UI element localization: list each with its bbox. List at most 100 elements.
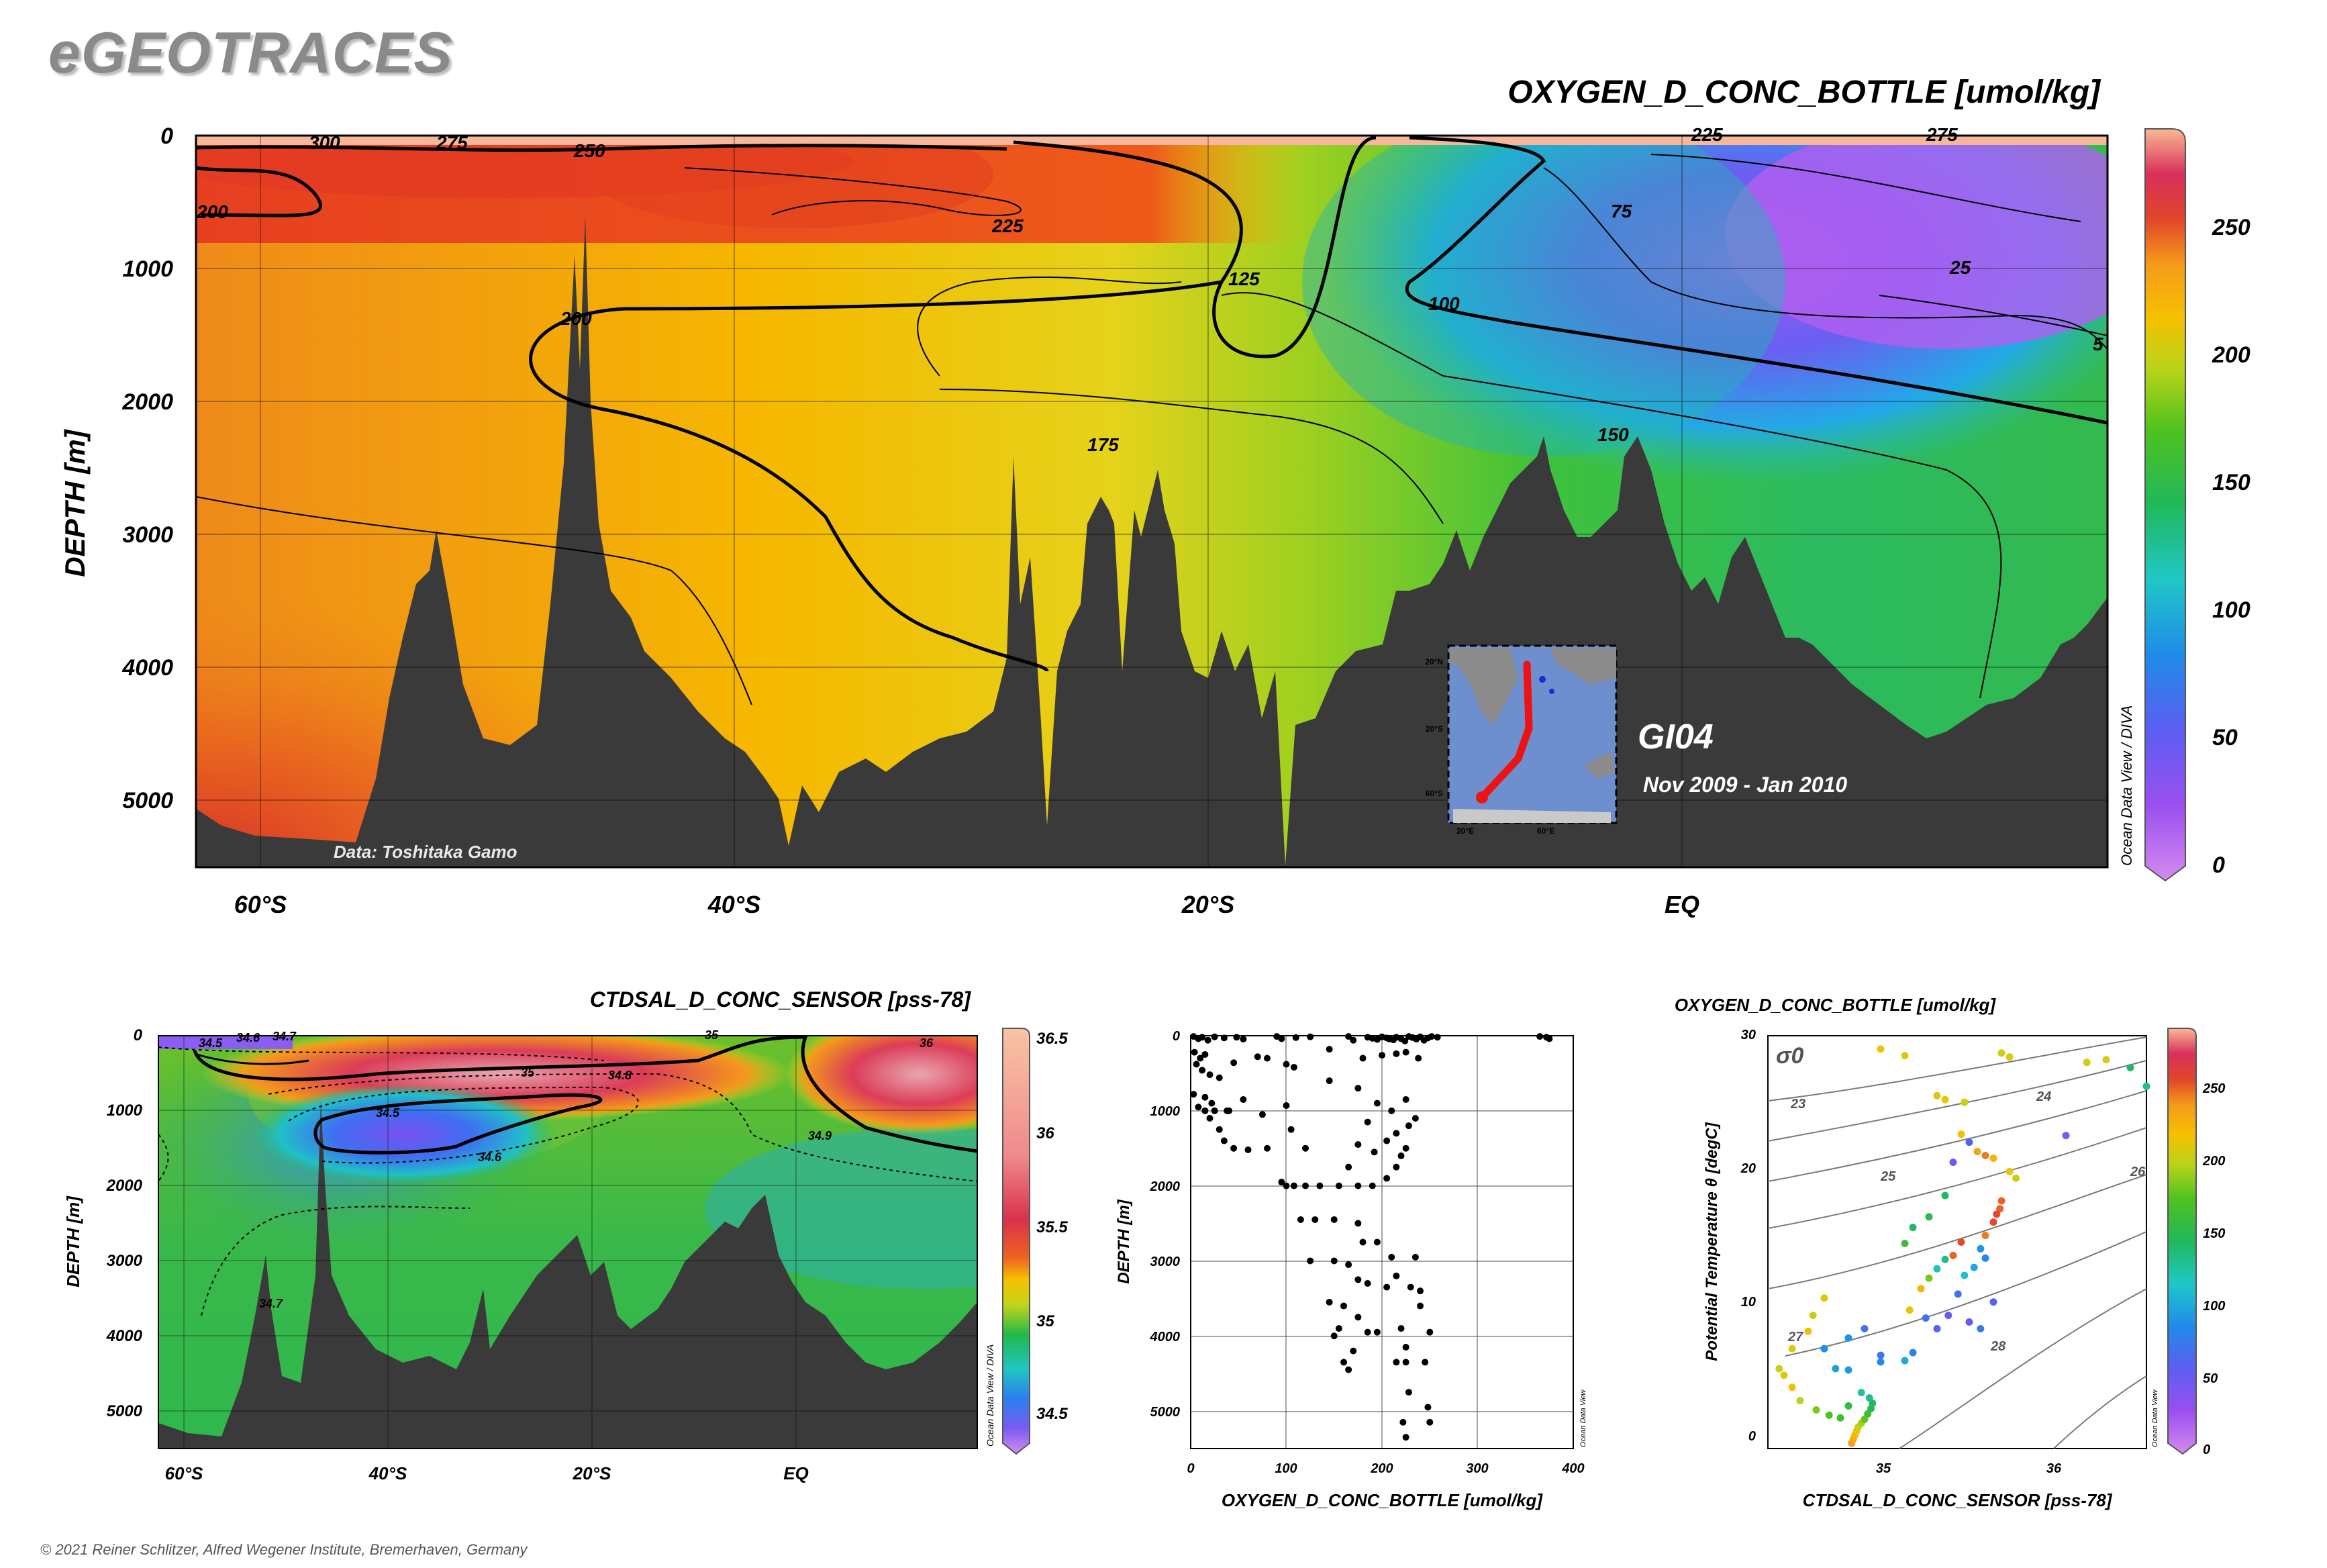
x-tick-label: 20°S bbox=[573, 1463, 611, 1483]
x-tick-label: 0 bbox=[1187, 1461, 1194, 1476]
x-tick-label: 100 bbox=[1275, 1461, 1297, 1476]
profile-point bbox=[1415, 1055, 1422, 1062]
ts-point bbox=[1775, 1365, 1783, 1373]
profile-point bbox=[1373, 1238, 1381, 1246]
profile-point bbox=[1297, 1216, 1304, 1223]
density-label: 28 bbox=[1990, 1339, 2006, 1354]
density-label: 25 bbox=[1880, 1169, 1896, 1184]
profile-point bbox=[1345, 1033, 1352, 1040]
ts-point bbox=[1944, 1312, 1952, 1320]
profile-point bbox=[1326, 1298, 1333, 1306]
ts-chart-title: OXYGEN_D_CONC_BOTTLE [umol/kg] bbox=[1675, 995, 1996, 1015]
oxygen-y-axis-label: DEPTH [m] bbox=[59, 428, 91, 577]
ts-point bbox=[1909, 1349, 1917, 1357]
profile-point bbox=[1536, 1033, 1544, 1040]
ts-point bbox=[1901, 1239, 1909, 1247]
profile-point bbox=[1426, 1418, 1434, 1426]
profile-point bbox=[1326, 1046, 1333, 1053]
ts-point bbox=[1905, 1306, 1914, 1314]
profile-point bbox=[1345, 1163, 1352, 1171]
profile-point bbox=[1412, 1253, 1419, 1261]
odv-watermark: Ocean Data View bbox=[2151, 1389, 2159, 1447]
ts-point bbox=[1941, 1095, 1949, 1104]
ts-point bbox=[1965, 1318, 1973, 1326]
profile-point bbox=[1330, 1216, 1338, 1223]
inset-lat-tick: 60°S bbox=[1426, 789, 1443, 798]
contour-label: 34.9 bbox=[808, 1129, 832, 1142]
y-tick-label: 5000 bbox=[122, 788, 173, 814]
ts-point bbox=[1788, 1383, 1796, 1391]
contour-label: 175 bbox=[1087, 434, 1119, 455]
x-tick-label: 60°S bbox=[234, 891, 287, 918]
ts-point bbox=[1877, 1045, 1885, 1053]
ts-point bbox=[1820, 1344, 1828, 1353]
profile-point bbox=[1240, 1096, 1247, 1104]
profile-point bbox=[1240, 1036, 1247, 1043]
ts-point bbox=[1825, 1411, 1833, 1419]
ts-point bbox=[1861, 1415, 1869, 1423]
colorbar-tick: 100 bbox=[2212, 597, 2250, 623]
ts-diagram-plot: OXYGEN_D_CONC_BOTTLE [umol/kg] σ0 23 24 … bbox=[1675, 995, 2159, 1510]
contour-label: 75 bbox=[1611, 201, 1632, 222]
profile-point bbox=[1211, 1107, 1218, 1114]
x-tick-label: 400 bbox=[1561, 1461, 1584, 1476]
contour-label: 34.8 bbox=[608, 1069, 632, 1082]
y-tick-label: 30 bbox=[1741, 1028, 1756, 1042]
profile-point bbox=[1401, 1037, 1409, 1044]
colorbar-tick: 36 bbox=[1036, 1124, 1054, 1142]
ts-y-axis-label: Potential Temperature θ [degC] bbox=[1703, 1122, 1721, 1361]
salinity-chart-title: CTDSAL_D_CONC_SENSOR [pss-78] bbox=[590, 987, 972, 1012]
oxygen-contour-labels: 300 275 250 200 225 225 200 275 75 25 12… bbox=[196, 124, 2103, 455]
profile-point bbox=[1216, 1074, 1223, 1081]
contour-label: 100 bbox=[1428, 293, 1460, 314]
profile-x-axis-label: OXYGEN_D_CONC_BOTTLE [umol/kg] bbox=[1222, 1490, 1543, 1510]
x-tick-label: EQ bbox=[783, 1463, 809, 1483]
profile-point bbox=[1402, 1096, 1409, 1104]
ts-point bbox=[1941, 1191, 1949, 1199]
ts-point bbox=[1961, 1098, 1969, 1106]
contour-label: 250 bbox=[573, 140, 605, 161]
profile-point bbox=[1302, 1144, 1309, 1152]
y-tick-label: 3000 bbox=[122, 522, 173, 548]
profile-point bbox=[1383, 1137, 1391, 1144]
profile-point bbox=[1417, 1302, 1424, 1310]
profile-point bbox=[1354, 1276, 1362, 1283]
y-tick-label: 2000 bbox=[1150, 1179, 1181, 1194]
colorbar-tick: 0 bbox=[2212, 852, 2225, 878]
profile-point bbox=[1204, 1036, 1211, 1044]
ts-colorbar: 250 200 150 100 50 0 bbox=[2167, 1028, 2225, 1457]
ts-x-axis-label: CTDSAL_D_CONC_SENSOR [pss-78] bbox=[1803, 1490, 2113, 1510]
profile-point bbox=[1278, 1179, 1285, 1186]
profile-point bbox=[1254, 1053, 1261, 1061]
x-tick-label: 40°S bbox=[707, 891, 760, 918]
profile-point bbox=[1350, 1347, 1357, 1355]
profile-point bbox=[1417, 1287, 1424, 1295]
y-tick-label: 4000 bbox=[1150, 1330, 1181, 1344]
profile-point bbox=[1230, 1059, 1238, 1067]
ts-point bbox=[1993, 1210, 2001, 1218]
ts-point bbox=[1901, 1052, 1909, 1060]
ts-point bbox=[1954, 1290, 1962, 1298]
profile-point bbox=[1402, 1434, 1409, 1441]
ts-point bbox=[1804, 1327, 1812, 1335]
profile-point bbox=[1350, 1036, 1357, 1044]
profile-point bbox=[1354, 1085, 1362, 1092]
contour-label: 200 bbox=[196, 201, 228, 222]
oxygen-bathymetry bbox=[196, 215, 2108, 867]
profile-point bbox=[1216, 1126, 1223, 1133]
profile-point bbox=[1345, 1261, 1352, 1269]
ts-point bbox=[1812, 1406, 1820, 1414]
profile-point bbox=[1383, 1175, 1391, 1182]
brand-logo: eGEOTRACES bbox=[48, 21, 453, 85]
profile-point bbox=[1397, 1152, 1405, 1159]
colorbar-tick: 200 bbox=[2212, 342, 2250, 368]
inset-lon-tick: 20°E bbox=[1456, 826, 1474, 836]
oxygen-contour-lines bbox=[196, 136, 2108, 705]
salinity-section-plot: CTDSAL_D_CONC_SENSOR [pss-78] bbox=[63, 987, 995, 1483]
ts-point bbox=[1965, 1138, 1973, 1146]
contour-label: 35 bbox=[521, 1066, 535, 1079]
contour-label: 35 bbox=[705, 1028, 719, 1042]
profile-point bbox=[1412, 1115, 1419, 1122]
ts-point bbox=[2126, 1064, 2134, 1072]
